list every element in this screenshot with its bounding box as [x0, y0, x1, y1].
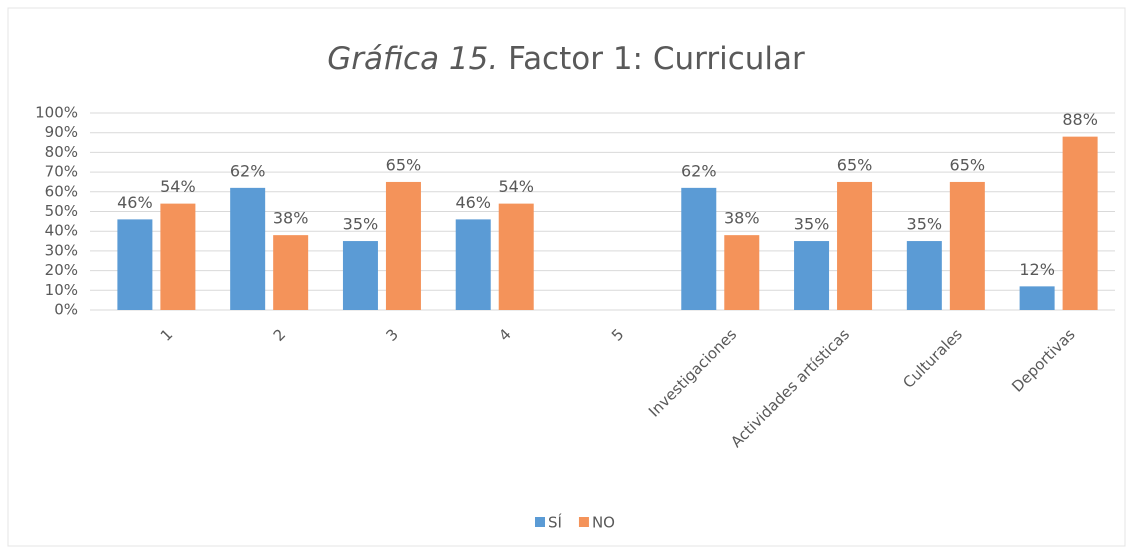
value-label: 38%: [273, 209, 309, 228]
bar: [230, 187, 266, 310]
y-tick-label: 10%: [45, 281, 78, 299]
bar: [160, 203, 196, 310]
bar: [837, 181, 873, 310]
legend-swatch: [535, 517, 545, 527]
title-prefix: Gráfica 15.: [327, 41, 498, 77]
value-label: 54%: [160, 177, 196, 196]
value-label: 12%: [1019, 260, 1055, 279]
bar: [949, 181, 985, 310]
bar: [455, 219, 491, 310]
y-tick-label: 30%: [45, 241, 78, 259]
chart-title: Gráfica 15. Factor 1: Curricular: [327, 41, 805, 77]
value-label: 46%: [117, 193, 153, 212]
legend-swatch: [578, 517, 589, 527]
value-label: 62%: [681, 161, 717, 180]
y-tick-label: 0%: [54, 301, 78, 319]
bar: [273, 235, 309, 310]
value-label: 35%: [907, 215, 943, 234]
legend-label: NO: [592, 514, 615, 532]
bar: [1019, 286, 1055, 310]
value-label: 38%: [724, 209, 760, 228]
y-tick-label: 100%: [35, 104, 78, 122]
value-label: 62%: [230, 161, 266, 180]
bar: [681, 187, 717, 310]
bar: [794, 241, 830, 310]
y-tick-label: 40%: [45, 222, 78, 240]
value-label: 65%: [386, 155, 422, 174]
title-main: Factor 1: Curricular: [508, 41, 805, 77]
value-label: 88%: [1062, 110, 1098, 129]
value-label: 54%: [498, 177, 534, 196]
value-label: 46%: [455, 193, 491, 212]
value-label: 65%: [950, 155, 986, 174]
bar: [906, 241, 942, 310]
bar: [724, 235, 760, 310]
bar: [1062, 136, 1098, 310]
bar: [498, 203, 534, 310]
y-tick-label: 80%: [45, 143, 78, 161]
bar: [117, 219, 153, 310]
y-tick-label: 20%: [45, 261, 78, 279]
y-tick-label: 50%: [45, 202, 78, 220]
bar: [342, 241, 378, 310]
value-label: 65%: [837, 155, 873, 174]
y-tick-label: 90%: [45, 123, 78, 141]
value-label: 35%: [794, 215, 830, 234]
legend-label: SÍ: [548, 513, 562, 532]
y-tick-label: 60%: [45, 182, 78, 200]
bar: [385, 181, 421, 310]
value-label: 35%: [343, 215, 379, 234]
y-tick-label: 70%: [45, 163, 78, 181]
